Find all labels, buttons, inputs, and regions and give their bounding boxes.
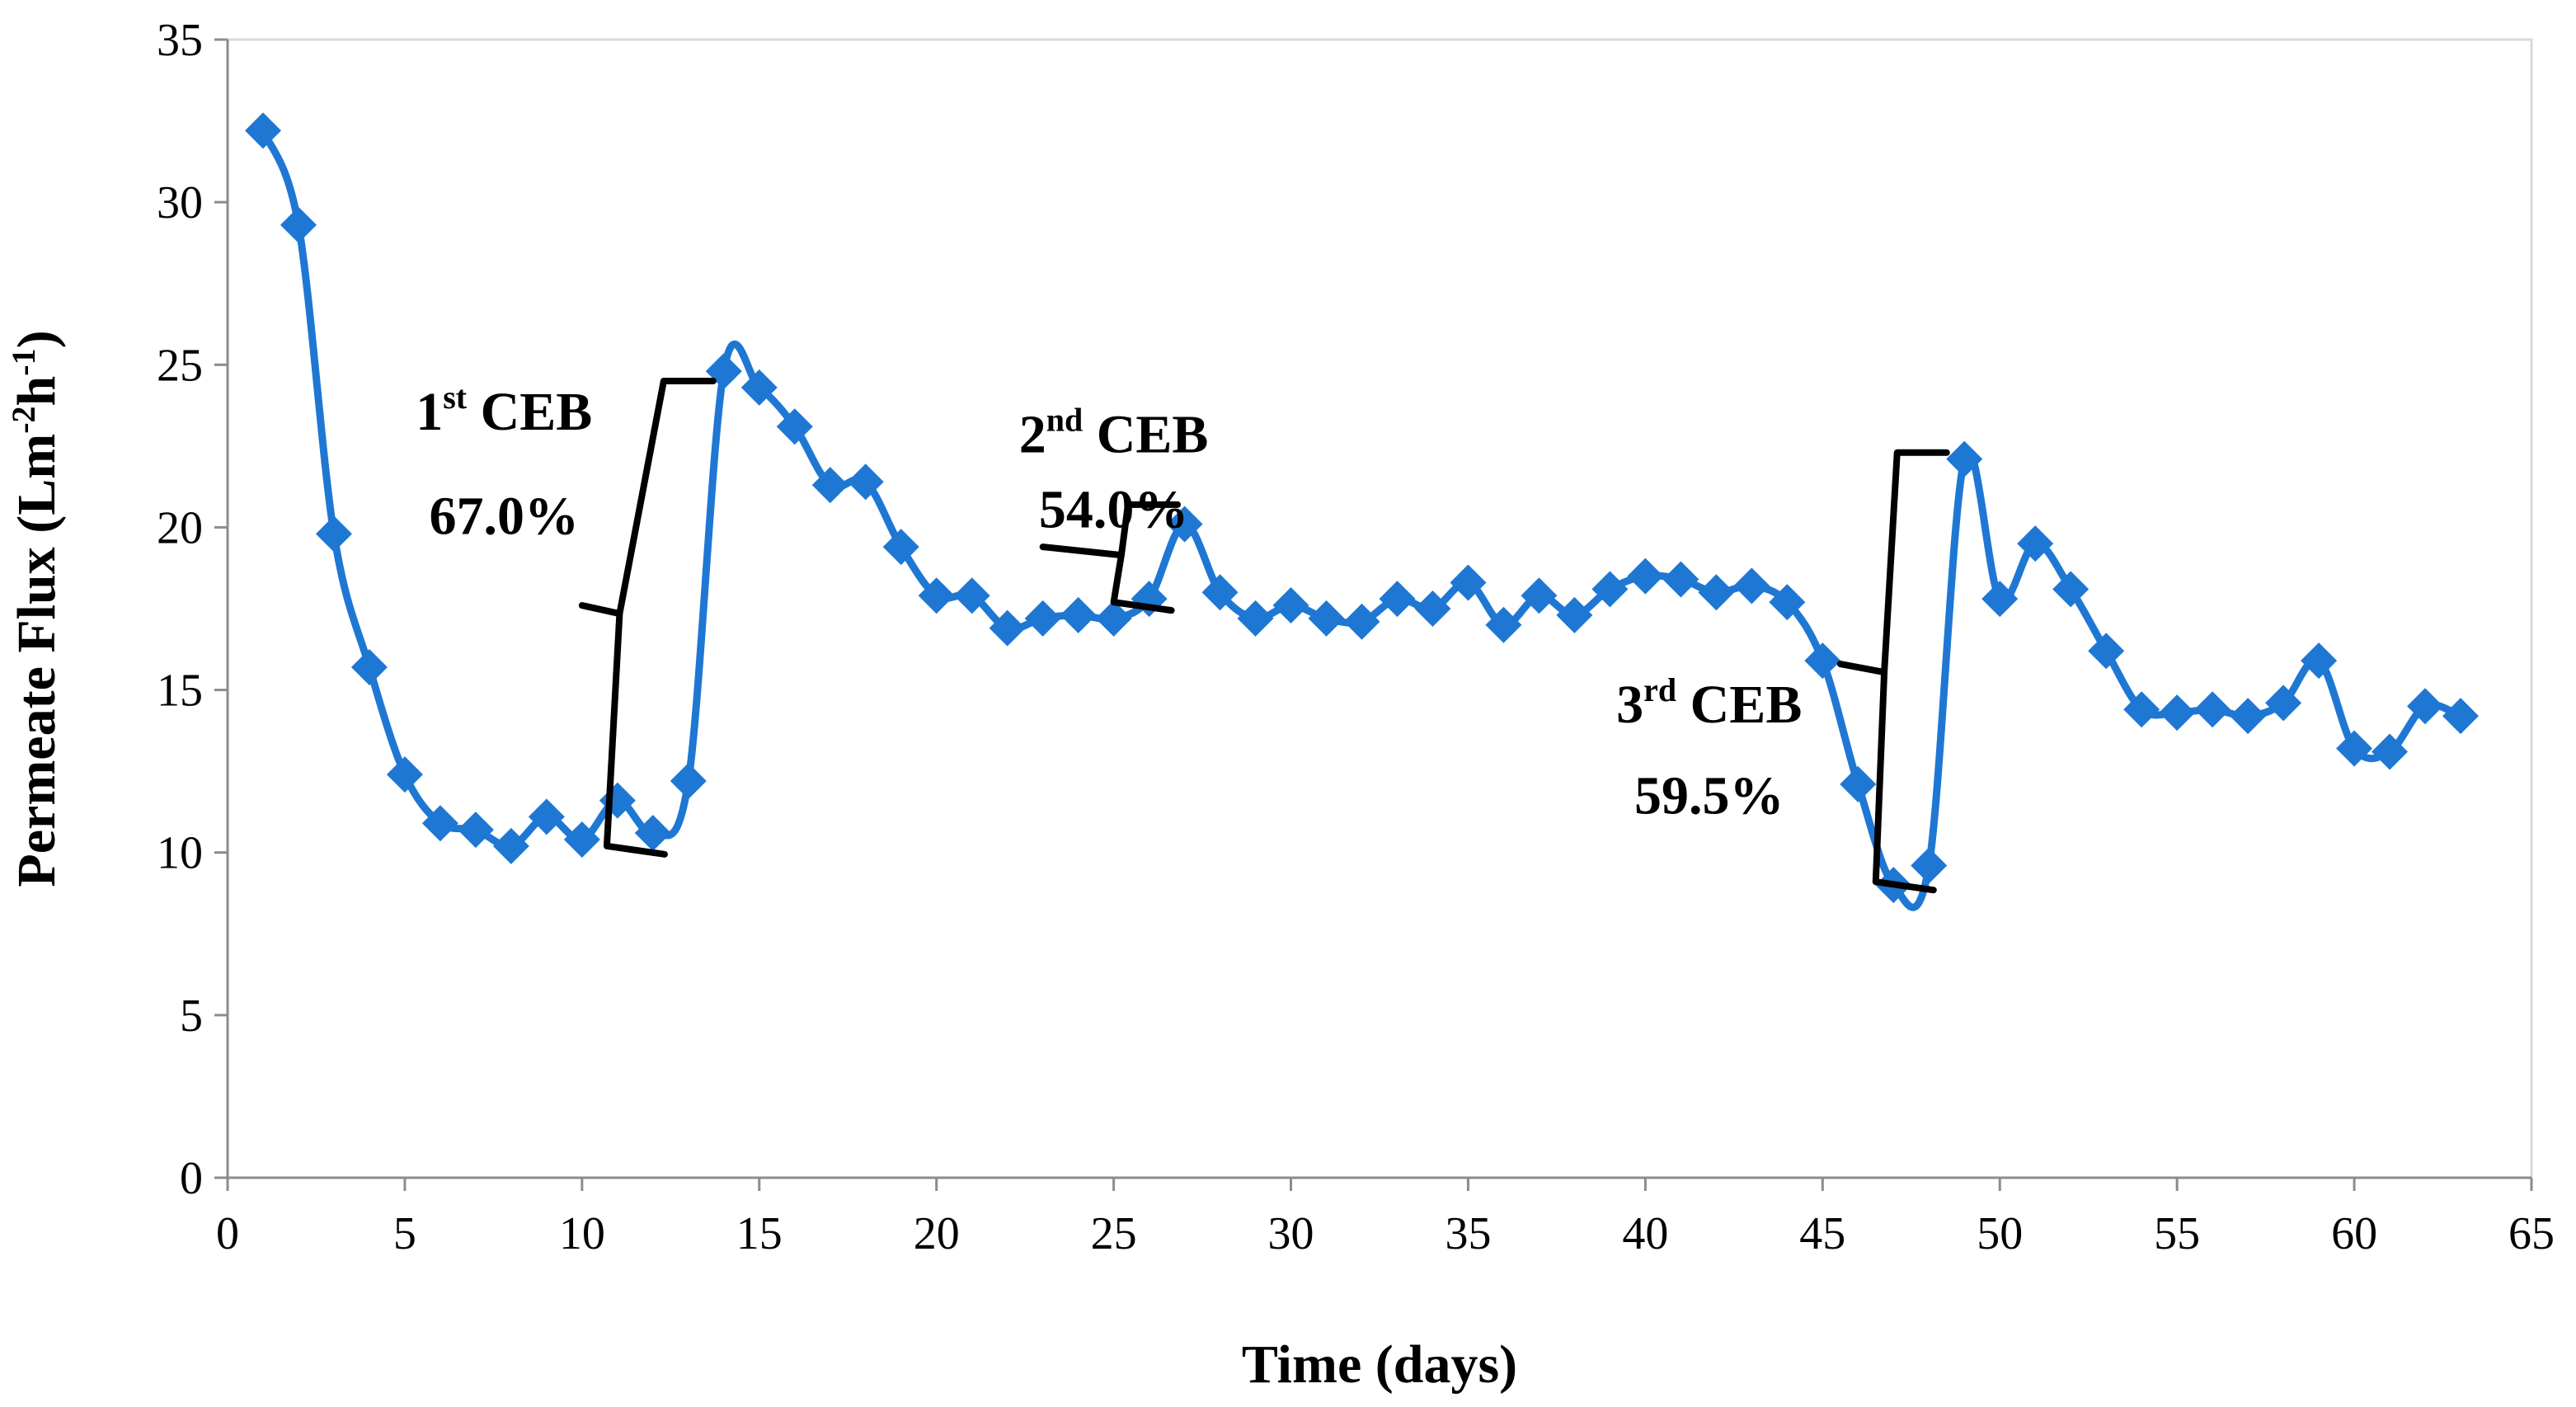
x-tick-label: 60 — [2331, 1208, 2377, 1259]
y-tick-label: 30 — [157, 177, 203, 228]
x-tick-label: 35 — [1445, 1208, 1491, 1259]
data-point — [1166, 506, 1203, 543]
data-point — [1911, 847, 1948, 884]
data-point — [1201, 574, 1239, 611]
ceb-percentage: 54.0% — [1039, 479, 1189, 539]
data-point — [1450, 564, 1487, 601]
data-point — [847, 464, 884, 501]
data-point — [882, 529, 919, 566]
data-point — [1379, 581, 1416, 618]
x-tick-label: 65 — [2508, 1208, 2555, 1259]
x-tick-label: 10 — [559, 1208, 605, 1259]
data-point — [989, 609, 1026, 647]
data-point — [2123, 691, 2160, 728]
y-tick-label: 20 — [157, 502, 203, 553]
data-point — [2407, 688, 2444, 725]
data-point — [2265, 685, 2302, 722]
data-point — [2088, 633, 2125, 670]
ceb-annotations: 1st CEB 67.0% 2nd CEB 54.0% 3rd CEB 59.5% — [416, 378, 1950, 894]
y-axis: 0 5 10 15 20 25 30 35 — [157, 15, 229, 1204]
data-point — [1804, 642, 1841, 680]
data-point — [740, 369, 778, 406]
data-point — [811, 467, 848, 504]
data-point — [1060, 596, 1097, 633]
data-point — [953, 577, 990, 614]
data-point — [1272, 587, 1309, 624]
y-axis-title: Permeate Flux (Lm-2h-1) — [5, 330, 67, 887]
flux-series — [244, 112, 2480, 911]
ceb-bracket — [1836, 449, 1950, 894]
data-point — [2301, 642, 2338, 680]
data-point — [2442, 698, 2480, 735]
y-tick-label: 15 — [157, 666, 203, 717]
data-point — [2230, 698, 2267, 735]
data-point — [1591, 571, 1629, 608]
data-point — [1024, 600, 1061, 637]
ceb-label: 3rd CEB — [1616, 671, 1802, 735]
x-tick-label: 0 — [216, 1208, 239, 1259]
ceb-percentage: 59.5% — [1634, 765, 1784, 826]
ceb-label: 2nd CEB — [1019, 402, 1209, 465]
data-point — [528, 798, 565, 835]
data-point — [1485, 606, 1522, 643]
ceb-bracket — [578, 378, 717, 858]
data-point — [280, 206, 317, 243]
data-point — [1698, 574, 1735, 611]
data-point — [1095, 600, 1132, 637]
series-line — [259, 129, 2462, 911]
y-tick-label: 5 — [180, 991, 203, 1042]
data-point — [918, 577, 955, 614]
data-point — [563, 821, 600, 858]
data-point — [2052, 571, 2089, 608]
data-point — [1414, 591, 1451, 627]
y-tick-label: 25 — [157, 340, 203, 391]
data-point — [315, 515, 352, 553]
data-point — [492, 827, 529, 864]
x-tick-label: 55 — [2154, 1208, 2200, 1259]
data-point — [1237, 600, 1274, 637]
data-point — [2159, 694, 2196, 732]
data-point — [1733, 567, 1770, 605]
data-point — [2194, 691, 2231, 728]
data-point — [1556, 596, 1593, 633]
x-axis: 0 5 10 15 20 25 30 35 40 45 50 55 60 65 — [216, 1176, 2555, 1259]
data-point — [2372, 733, 2409, 770]
ceb-label: 1st CEB — [416, 379, 592, 442]
y-tick-label: 35 — [157, 15, 203, 66]
x-tick-label: 45 — [1799, 1208, 1845, 1259]
data-point — [2336, 730, 2373, 767]
ceb-bracket — [1039, 501, 1181, 614]
x-tick-label: 40 — [1622, 1208, 1668, 1259]
data-point — [386, 756, 423, 793]
data-point — [670, 762, 707, 799]
data-point — [421, 805, 458, 842]
data-point — [1769, 584, 1806, 621]
data-point — [1981, 581, 2019, 618]
data-point — [1662, 561, 1699, 598]
data-point — [2017, 525, 2054, 562]
data-point — [1521, 577, 1558, 614]
data-point — [1946, 440, 1983, 478]
data-point — [776, 408, 813, 445]
data-point — [1840, 765, 1877, 802]
x-tick-label: 20 — [914, 1208, 960, 1259]
data-point — [634, 815, 671, 852]
x-tick-label: 15 — [736, 1208, 783, 1259]
x-tick-label: 50 — [1977, 1208, 2023, 1259]
ceb-percentage: 67.0% — [430, 486, 580, 546]
data-point — [1308, 600, 1345, 637]
data-point — [350, 648, 388, 685]
x-tick-label: 25 — [1091, 1208, 1137, 1259]
x-tick-label: 5 — [393, 1208, 416, 1259]
x-axis-title: Time (days) — [1242, 1334, 1517, 1395]
data-point — [244, 112, 281, 149]
y-tick-label: 10 — [157, 828, 203, 879]
y-tick-label: 0 — [180, 1153, 203, 1204]
data-point — [1627, 558, 1664, 595]
data-point — [1343, 603, 1380, 640]
data-point — [457, 812, 494, 849]
x-tick-label: 30 — [1268, 1208, 1314, 1259]
